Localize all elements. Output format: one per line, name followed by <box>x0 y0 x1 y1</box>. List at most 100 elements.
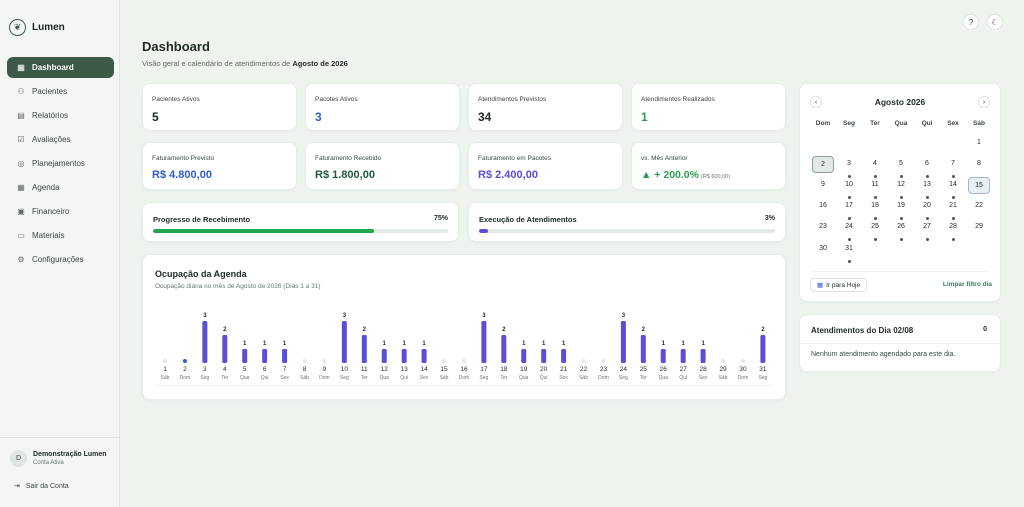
chart-bar[interactable] <box>640 335 646 363</box>
x-tick-label: 21 <box>560 366 568 373</box>
chevron-left-icon[interactable]: ‹ <box>810 96 822 108</box>
calendar-day[interactable]: 13 <box>916 177 938 199</box>
chart-bar[interactable] <box>680 349 686 363</box>
chart-bar[interactable] <box>541 349 547 363</box>
calendar-day[interactable]: 1 <box>977 139 981 146</box>
calendar-day[interactable]: 4 <box>864 156 886 178</box>
sidebar-item-relatórios[interactable]: ▤ Relatórios <box>7 105 114 126</box>
calendar-day[interactable]: 18 <box>864 198 886 220</box>
calendar-day[interactable]: 10 <box>838 177 860 199</box>
data-label: 2 <box>761 327 765 333</box>
user-profile[interactable]: D Demonstração Lumen Conta Ativa <box>10 450 107 467</box>
calendar-day[interactable]: 7 <box>942 156 964 178</box>
calendar-day[interactable]: 28 <box>942 219 964 241</box>
chart-bar[interactable] <box>262 349 268 363</box>
leaf-icon: ❦ <box>9 19 26 36</box>
chart-bar[interactable] <box>501 335 507 363</box>
moon-icon[interactable]: ☾ <box>987 14 1003 30</box>
calendar-day[interactable]: 24 <box>838 219 860 241</box>
calendar-day[interactable]: 15 <box>968 177 990 194</box>
calendar-day[interactable]: 27 <box>916 219 938 241</box>
stat-card: Pacientes Ativos 5 <box>142 83 297 131</box>
chart-empty-marker[interactable] <box>721 359 726 363</box>
chart-bar[interactable] <box>660 349 666 363</box>
chart-empty-marker[interactable] <box>601 359 606 363</box>
chart-empty-marker[interactable] <box>322 359 327 363</box>
sidebar-item-agenda[interactable]: ▦ Agenda <box>7 177 114 198</box>
sidebar-item-planejamentos[interactable]: ◎ Planejamentos <box>7 153 114 174</box>
calendar-day[interactable]: 21 <box>942 198 964 220</box>
chart-empty-marker[interactable] <box>740 359 745 363</box>
sidebar-item-configurações[interactable]: ⚙ Configurações <box>7 249 114 270</box>
calendar-day[interactable]: 12 <box>890 177 912 199</box>
calendar-day[interactable]: 9 <box>821 181 825 188</box>
data-label: 1 <box>701 341 705 347</box>
help-icon[interactable]: ? <box>963 14 979 30</box>
calendar-day[interactable]: 22 <box>975 202 983 209</box>
x-tick-label: 1 <box>163 366 167 373</box>
stat-card: Faturamento em Pacotes R$ 2.400,00 <box>468 142 623 190</box>
chart-bar[interactable] <box>381 349 387 363</box>
event-dot <box>951 196 955 199</box>
stat-card: Faturamento Recebido R$ 1.800,00 <box>305 142 460 190</box>
calendar-day[interactable]: 31 <box>838 241 860 263</box>
calendar-day[interactable]: 29 <box>975 223 983 230</box>
chart-bar[interactable] <box>361 335 367 363</box>
calendar-day[interactable]: 14 <box>942 177 964 199</box>
sidebar-item-avaliações[interactable]: ☑ Avaliações <box>7 129 114 150</box>
chart-bar[interactable] <box>620 321 626 363</box>
calendar-day[interactable]: 6 <box>916 156 938 178</box>
chart-empty-marker[interactable] <box>163 359 167 363</box>
calendar-day[interactable]: 5 <box>890 156 912 178</box>
sidebar-item-pacientes[interactable]: ⚇ Pacientes <box>7 81 114 102</box>
calendar-day[interactable]: 23 <box>819 223 827 230</box>
clear-day-filter-link[interactable]: Limpar filtro dia <box>942 281 992 288</box>
calendar-day[interactable]: 3 <box>838 156 860 178</box>
calendar-day[interactable]: 17 <box>838 198 860 220</box>
chart-empty-marker[interactable] <box>182 359 187 363</box>
calendar-day[interactable]: 8 <box>977 160 981 167</box>
calendar-day[interactable]: 2 <box>812 156 834 173</box>
chart-empty-marker[interactable] <box>461 359 466 363</box>
chart-bar[interactable] <box>521 349 527 363</box>
x-weekday-label: Sex <box>559 375 568 381</box>
stat-label: Faturamento Previsto <box>152 155 215 162</box>
chart-bar[interactable] <box>421 349 427 363</box>
calendar-day[interactable]: 26 <box>890 219 912 241</box>
data-label: 2 <box>223 327 227 333</box>
chart-bar[interactable] <box>401 349 407 363</box>
sidebar-item-dashboard[interactable]: ▦ Dashboard <box>7 57 114 78</box>
sidebar-item-label: Financeiro <box>32 207 70 216</box>
calendar-day[interactable]: 11 <box>864 177 886 199</box>
x-tick-label: 4 <box>223 366 227 373</box>
chart-bar[interactable] <box>700 349 706 363</box>
chart-bar[interactable] <box>202 321 208 363</box>
chart-bar[interactable] <box>561 349 567 363</box>
chart-bar[interactable] <box>760 335 766 363</box>
sidebar-item-label: Planejamentos <box>32 159 85 168</box>
chart-bar[interactable] <box>282 349 288 363</box>
x-tick-label: 13 <box>401 366 409 373</box>
chart-empty-marker[interactable] <box>581 359 586 363</box>
chart-empty-marker[interactable] <box>442 359 447 363</box>
chevron-right-icon[interactable]: › <box>978 96 990 108</box>
chart-bar[interactable] <box>341 321 347 363</box>
chart-bar[interactable] <box>242 349 248 363</box>
data-label: 1 <box>422 341 426 347</box>
calendar-day[interactable]: 30 <box>819 245 827 252</box>
chart-bar[interactable] <box>222 335 228 363</box>
chart-empty-marker[interactable] <box>302 359 307 363</box>
x-tick-label: 26 <box>660 366 668 373</box>
chart-bar[interactable] <box>481 321 487 363</box>
go-today-button[interactable]: ▦ Ir para Hoje <box>810 278 868 292</box>
sidebar-item-materiais[interactable]: ▭ Materiais <box>7 225 114 246</box>
calendar-day[interactable]: 25 <box>864 219 886 241</box>
weekday-header: Qua <box>894 120 908 127</box>
calendar-day[interactable]: 16 <box>819 202 827 209</box>
calendar-day[interactable]: 19 <box>890 198 912 220</box>
weekday-header: Ter <box>870 120 880 127</box>
logout-button[interactable]: ⇥ Sair da Conta <box>14 482 69 491</box>
app-logo[interactable]: ❦ Lumen <box>9 19 65 36</box>
sidebar-item-financeiro[interactable]: ▣ Financeiro <box>7 201 114 222</box>
calendar-day[interactable]: 20 <box>916 198 938 220</box>
